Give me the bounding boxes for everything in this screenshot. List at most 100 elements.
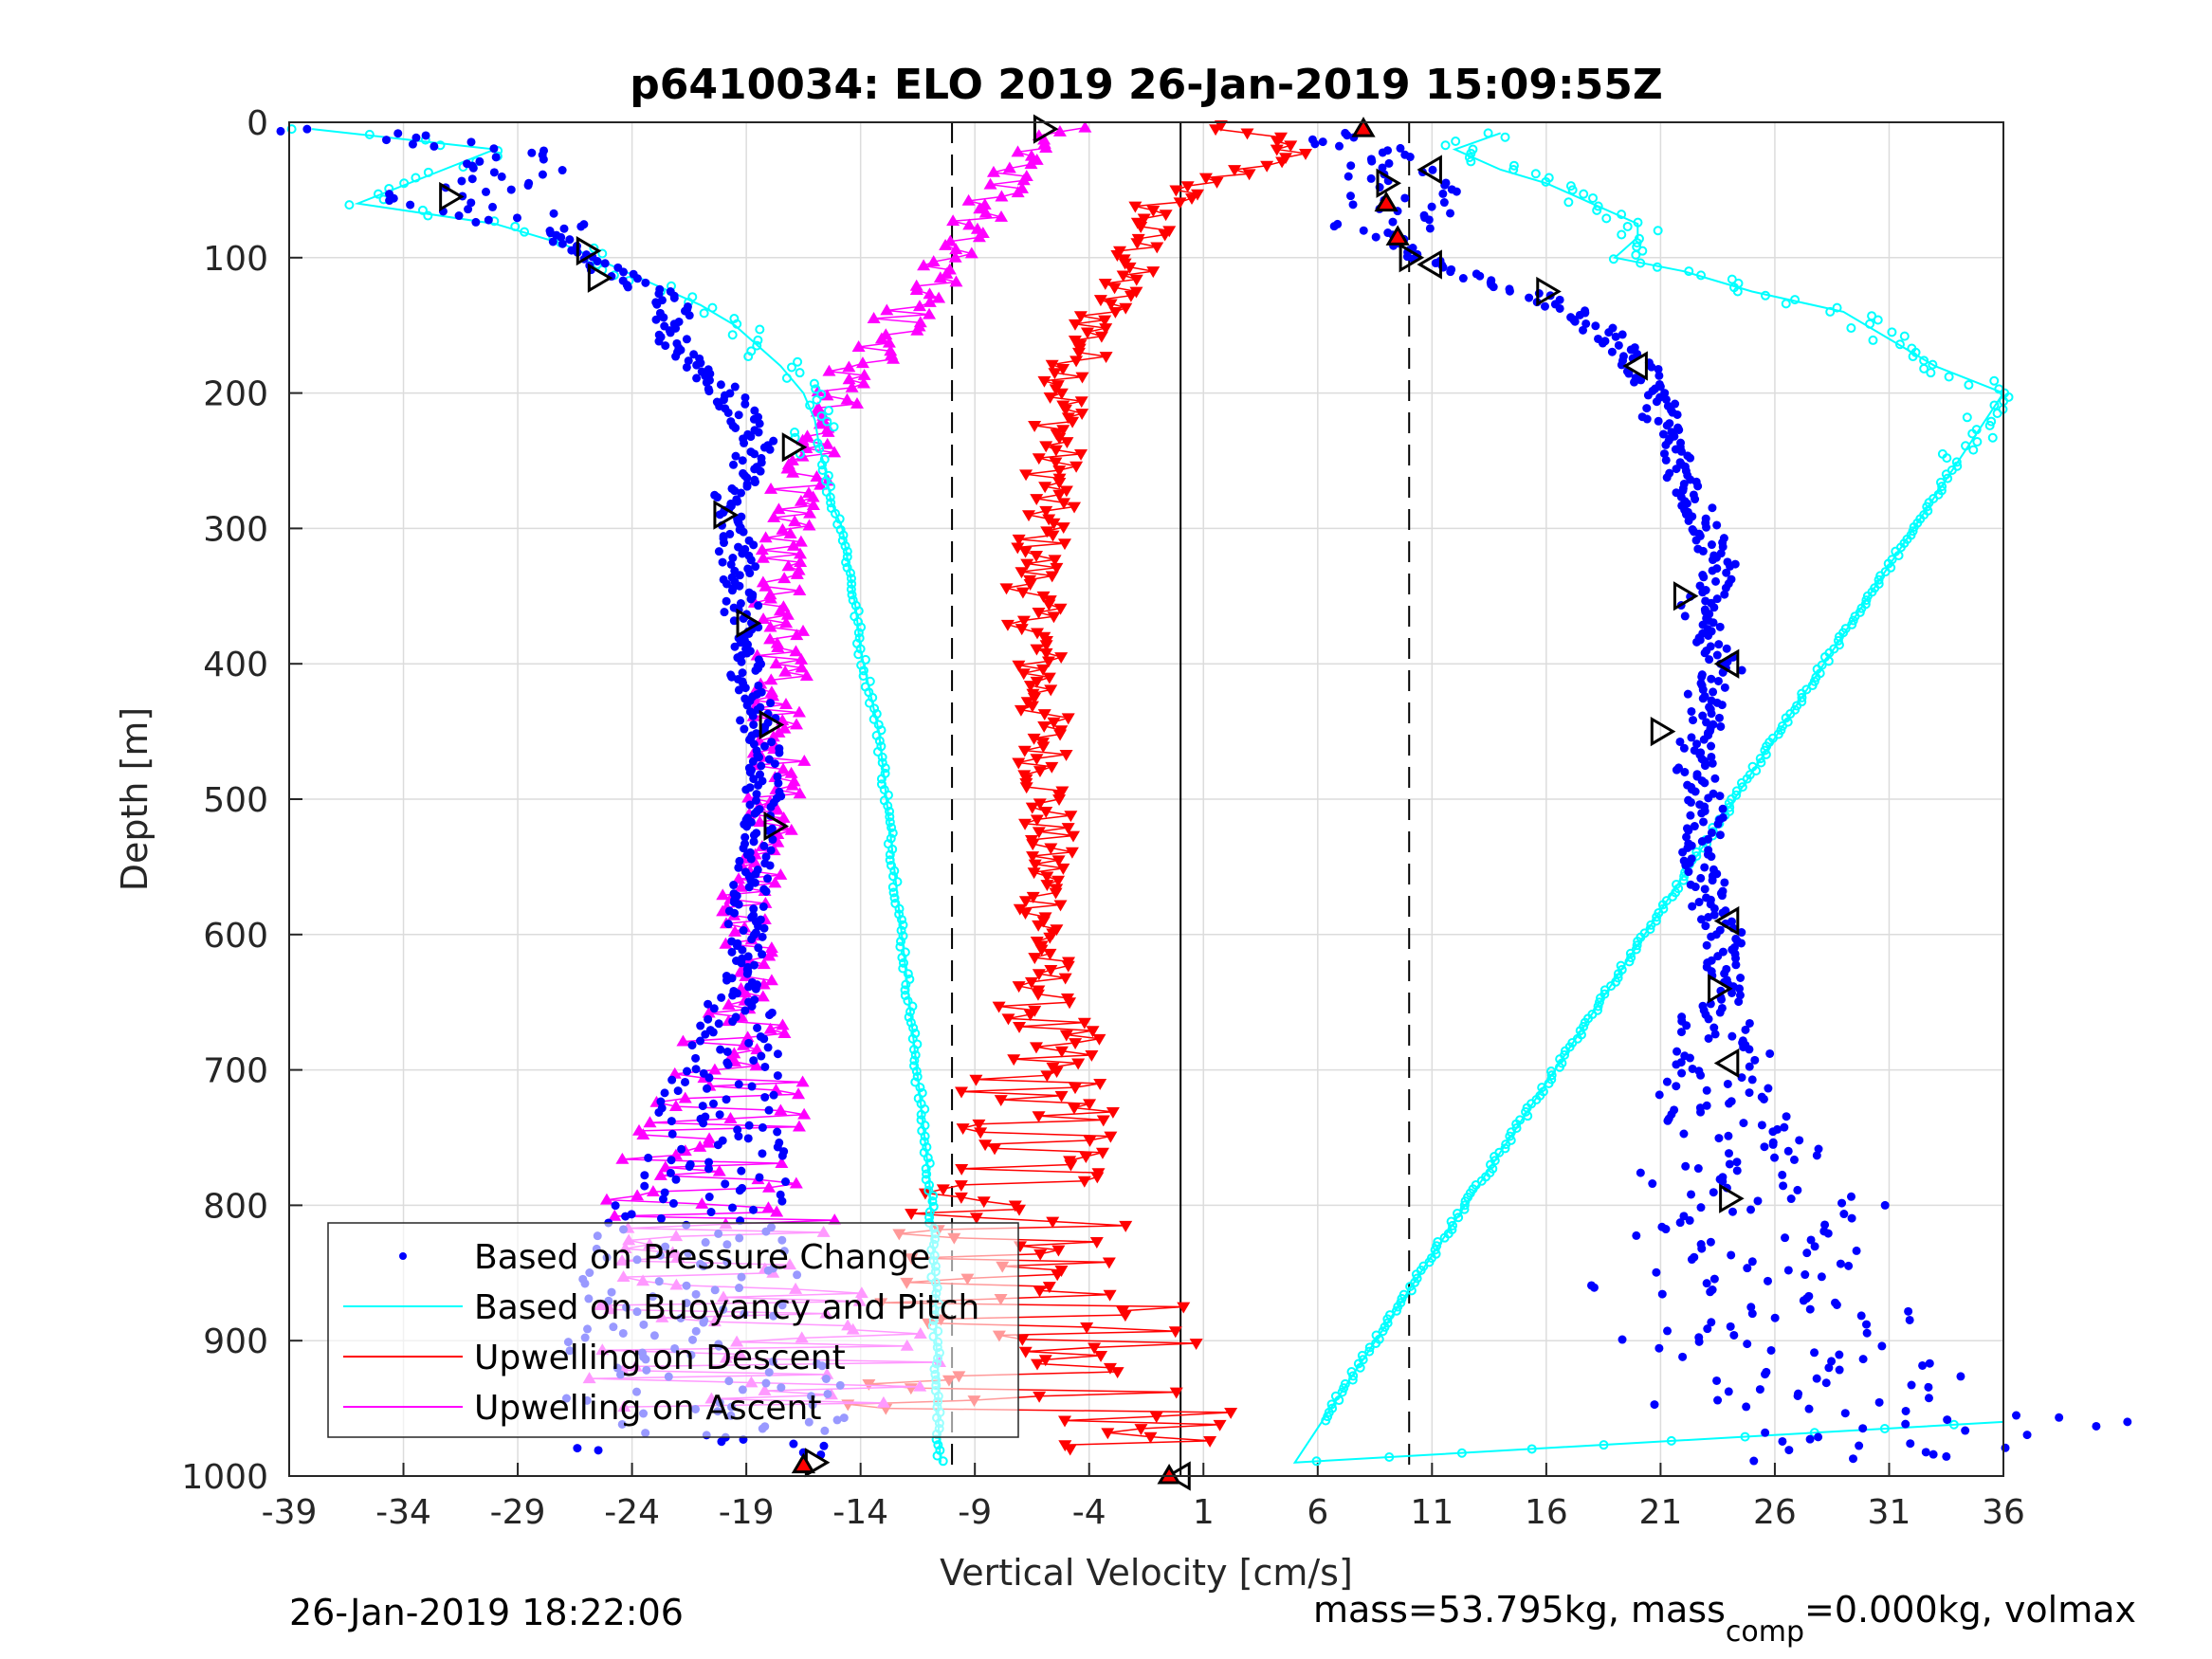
buoyancy-point bbox=[1894, 339, 1905, 350]
descent-upwelling-point bbox=[1045, 359, 1059, 372]
descent-upwelling-point bbox=[1299, 148, 1313, 160]
pressure-ascent-point bbox=[1343, 131, 1352, 140]
buoyancy-point bbox=[699, 308, 709, 319]
pressure-ascent-point bbox=[1746, 1303, 1756, 1312]
pressure-descent-point bbox=[671, 352, 681, 361]
descent-upwelling-point bbox=[1149, 1412, 1163, 1424]
descent-upwelling-segment bbox=[1066, 1033, 1100, 1040]
pressure-ascent-point bbox=[1678, 485, 1688, 495]
pressure-ascent-point bbox=[1685, 1215, 1694, 1225]
descent-upwelling-segment bbox=[1034, 425, 1064, 430]
pressure-ascent-point bbox=[1707, 674, 1716, 684]
descent-upwelling-point bbox=[1057, 538, 1071, 551]
descent-upwelling-point bbox=[1051, 1245, 1066, 1257]
pressure-descent-point bbox=[749, 775, 759, 784]
descent-upwelling-point bbox=[1074, 396, 1088, 409]
pressure-descent-point bbox=[714, 1019, 723, 1029]
y-tick-label: 600 bbox=[203, 917, 268, 956]
pressure-descent-point bbox=[766, 846, 776, 855]
buoyancy-point bbox=[1575, 1026, 1585, 1036]
pressure-ascent-point bbox=[1692, 739, 1702, 749]
descent-upwelling-point bbox=[1018, 896, 1033, 908]
ascent-upwelling-point bbox=[803, 506, 817, 519]
descent-upwelling-point bbox=[1039, 640, 1053, 652]
descent-upwelling-point bbox=[1032, 608, 1046, 619]
pressure-descent-point bbox=[759, 1034, 769, 1044]
pressure-descent-point bbox=[488, 202, 498, 211]
buoyancy-point bbox=[1501, 1139, 1511, 1150]
pressure-ascent-point bbox=[1696, 915, 1706, 924]
legend-entry-descent: Upwelling on Descent bbox=[343, 1339, 846, 1377]
pressure-ascent-point bbox=[1737, 928, 1746, 938]
pitch-marker-ascent bbox=[1398, 243, 1425, 273]
descent-upwelling-segment bbox=[1039, 1391, 1177, 1397]
descent-upwelling-point bbox=[1067, 830, 1081, 843]
pressure-ascent-point bbox=[1697, 1244, 1707, 1253]
descent-upwelling-segment bbox=[1034, 420, 1073, 427]
pitch-marker-descent bbox=[781, 432, 808, 463]
pressure-descent-point bbox=[765, 1011, 775, 1020]
pressure-descent-point bbox=[654, 1107, 664, 1117]
descent-upwelling-point bbox=[1007, 1054, 1021, 1066]
ascent-upwelling-point bbox=[722, 998, 736, 1010]
ascent-upwelling-segment bbox=[923, 264, 950, 271]
buoyancy-point bbox=[938, 1456, 948, 1467]
ascent-upwelling-point bbox=[759, 531, 773, 543]
pressure-descent-point bbox=[573, 1444, 582, 1453]
ascent-upwelling-point bbox=[631, 1189, 645, 1201]
buoyancy-point bbox=[921, 1163, 931, 1174]
ascent-upwelling-point bbox=[768, 876, 782, 888]
descent-upwelling-point bbox=[1033, 766, 1047, 778]
pressure-descent-point bbox=[302, 124, 312, 134]
pressure-descent-point bbox=[683, 1066, 692, 1076]
descent-upwelling-segment bbox=[1156, 1412, 1232, 1417]
descent-upwelling-point bbox=[1023, 579, 1037, 591]
ascent-upwelling-point bbox=[828, 1213, 842, 1226]
pressure-ascent-point bbox=[1690, 822, 1699, 831]
pressure-ascent-point bbox=[1823, 1229, 1833, 1238]
pressure-descent-point bbox=[666, 1168, 675, 1177]
descent-upwelling-segment bbox=[1073, 1106, 1113, 1113]
descent-upwelling-segment bbox=[1066, 1030, 1093, 1036]
ascent-upwelling-point bbox=[795, 661, 809, 673]
pressure-descent-point bbox=[276, 126, 285, 136]
buoyancy-point bbox=[1440, 140, 1451, 151]
ascent-upwelling-point bbox=[1024, 149, 1038, 161]
descent-upwelling-point bbox=[1022, 510, 1036, 522]
ascent-upwelling-point bbox=[882, 336, 896, 348]
descent-upwelling-point bbox=[1030, 494, 1044, 505]
buoyancy-point bbox=[903, 969, 913, 979]
pressure-descent-point bbox=[738, 668, 747, 678]
buoyancy-point bbox=[423, 167, 433, 177]
buoyancy-point bbox=[910, 1049, 921, 1060]
ascent-upwelling-segment bbox=[886, 330, 918, 336]
pressure-descent-point bbox=[738, 945, 747, 955]
pressure-ascent-point bbox=[1747, 1075, 1757, 1085]
descent-upwelling-segment bbox=[1234, 164, 1268, 171]
pressure-descent-point bbox=[713, 1140, 722, 1150]
descent-upwelling-point bbox=[1059, 485, 1073, 498]
descent-upwelling-segment bbox=[1107, 1428, 1142, 1434]
descent-upwelling-point bbox=[1012, 757, 1026, 770]
buoyancy-point bbox=[1684, 266, 1694, 277]
pressure-ascent-point bbox=[1793, 1391, 1802, 1400]
pressure-ascent-point bbox=[1852, 1246, 1861, 1255]
legend-label-descent: Upwelling on Descent bbox=[474, 1339, 846, 1377]
descent-upwelling-point bbox=[1189, 1339, 1203, 1351]
pressure-ascent-point bbox=[1673, 1047, 1682, 1056]
pressure-descent-point bbox=[763, 874, 773, 884]
descent-upwelling-point bbox=[1173, 197, 1187, 210]
pressure-ascent-point bbox=[1712, 594, 1722, 604]
buoyancy-point bbox=[826, 498, 836, 508]
pressure-descent-point bbox=[722, 579, 732, 589]
ascent-upwelling-point bbox=[646, 1185, 660, 1197]
pressure-ascent-point bbox=[1663, 1326, 1673, 1336]
ascent-upwelling-segment bbox=[674, 1073, 704, 1079]
descent-upwelling-point bbox=[1033, 1285, 1047, 1298]
pressure-ascent-point bbox=[1821, 1378, 1831, 1388]
pressure-ascent-point bbox=[1741, 1025, 1750, 1034]
buoyancy-point bbox=[1942, 453, 1952, 464]
descent-upwelling-segment bbox=[1107, 1431, 1151, 1438]
buoyancy-point bbox=[732, 319, 742, 329]
descent-upwelling-point bbox=[1053, 603, 1068, 615]
